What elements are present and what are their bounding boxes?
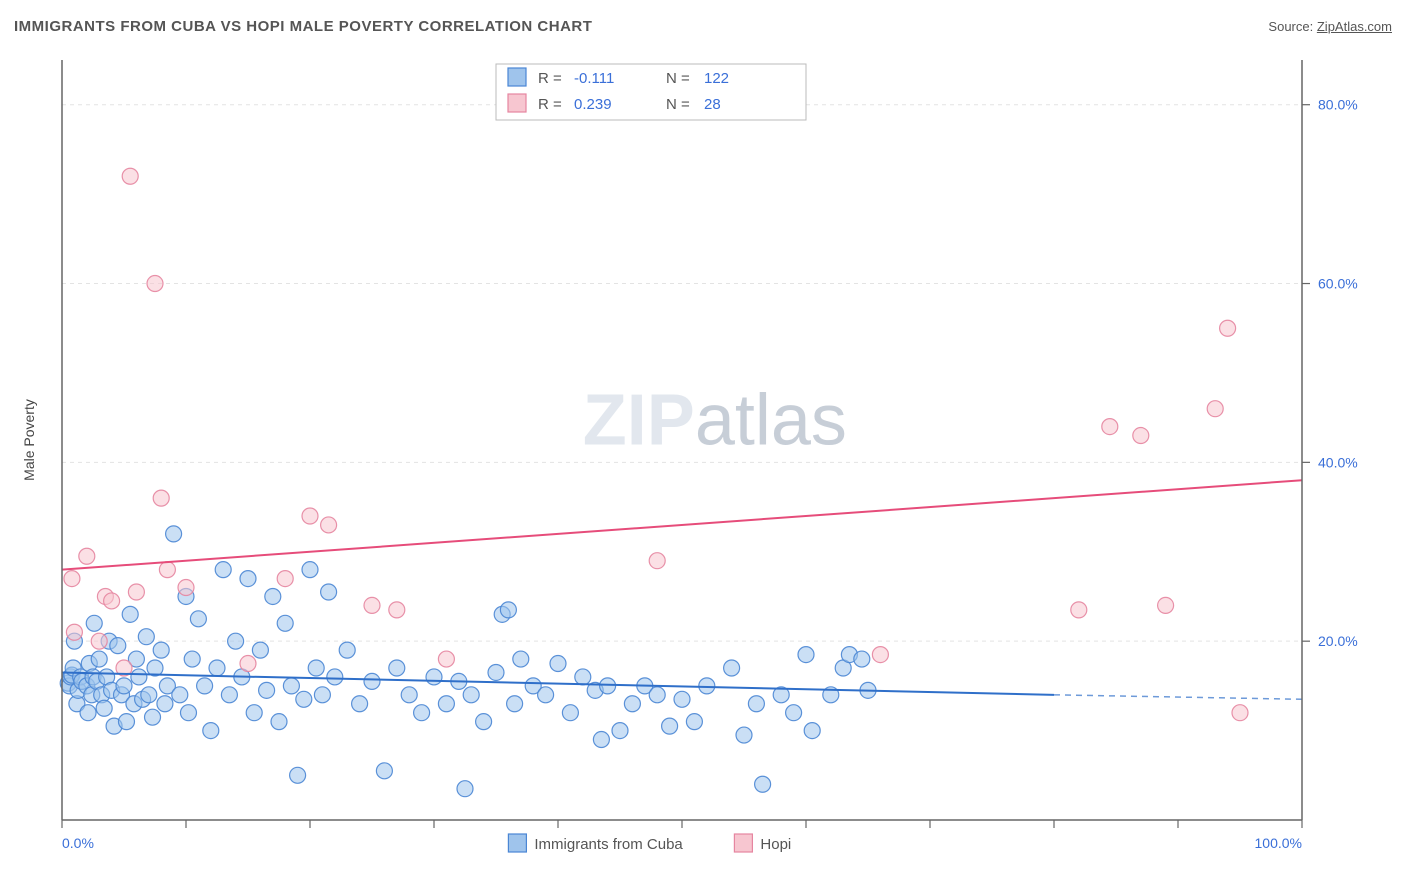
svg-text:40.0%: 40.0% bbox=[1318, 454, 1358, 470]
svg-text:60.0%: 60.0% bbox=[1318, 276, 1358, 292]
svg-text:ZIPatlas: ZIPatlas bbox=[583, 380, 847, 460]
svg-text:0.0%: 0.0% bbox=[62, 835, 94, 851]
source-label: Source: ZipAtlas.com bbox=[1268, 19, 1392, 34]
svg-text:100.0%: 100.0% bbox=[1255, 835, 1302, 851]
svg-text:0.239: 0.239 bbox=[574, 96, 612, 113]
source-link[interactable]: ZipAtlas.com bbox=[1317, 19, 1392, 34]
svg-text:20.0%: 20.0% bbox=[1318, 633, 1358, 649]
svg-text:122: 122 bbox=[704, 70, 729, 87]
svg-text:N =: N = bbox=[666, 70, 690, 87]
svg-text:80.0%: 80.0% bbox=[1318, 97, 1358, 113]
svg-text:-0.111: -0.111 bbox=[574, 70, 614, 87]
chart-area: ZIPatlas 0.0% 100.0% 20.0% 40.0% 60.0% 80.0% Ma… bbox=[14, 50, 1392, 878]
chart-title: IMMIGRANTS FROM CUBA VS HOPI MALE POVERT… bbox=[14, 18, 592, 35]
svg-text:R =: R = bbox=[538, 96, 562, 113]
svg-text:Hopi: Hopi bbox=[760, 836, 791, 853]
svg-text:N =: N = bbox=[666, 96, 690, 113]
svg-text:R =: R = bbox=[538, 70, 562, 87]
svg-text:Immigrants from Cuba: Immigrants from Cuba bbox=[534, 836, 683, 853]
svg-text:Male Poverty: Male Poverty bbox=[21, 399, 37, 481]
scatter-chart: ZIPatlas 0.0% 100.0% 20.0% 40.0% 60.0% 80.0% Ma… bbox=[14, 50, 1392, 878]
svg-text:28: 28 bbox=[704, 96, 721, 113]
header-bar: IMMIGRANTS FROM CUBA VS HOPI MALE POVERT… bbox=[14, 18, 1392, 35]
